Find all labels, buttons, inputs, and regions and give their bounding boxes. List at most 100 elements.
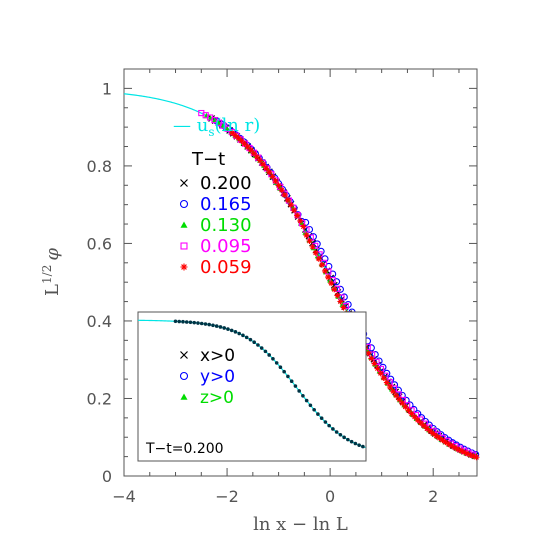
- data-point: [297, 217, 304, 224]
- inset-data-point: [293, 384, 298, 388]
- y-axis-label-exp: 1/2: [40, 265, 54, 284]
- legend-marker: [180, 179, 188, 187]
- data-point: [306, 238, 313, 245]
- inset-data-point: [349, 439, 354, 444]
- y-axis-label: L1/2 φ: [40, 248, 63, 296]
- inset-data-point: [214, 324, 219, 328]
- data-point: [367, 344, 375, 352]
- data-point: [325, 274, 332, 281]
- inset-data-point: [289, 379, 294, 383]
- data-point: [414, 417, 421, 424]
- inset-data-point: [338, 432, 343, 437]
- inset-legend-label: y>0: [200, 367, 235, 387]
- legend-label: 0.200: [200, 173, 252, 194]
- data-point: [399, 400, 406, 407]
- legend-label: 0.130: [200, 215, 252, 236]
- data-point: [287, 201, 294, 208]
- data-point: [257, 157, 264, 164]
- data-point: [300, 223, 307, 230]
- legend-label: 0.059: [200, 257, 252, 278]
- data-point: [408, 410, 415, 417]
- inset-data-point: [252, 340, 256, 345]
- inset-data-point: [286, 374, 290, 379]
- y-tick-label: 0.2: [87, 389, 112, 408]
- inset-data-point: [241, 333, 245, 338]
- inset-data-point: [357, 443, 361, 447]
- x-tick-label: 2: [428, 487, 438, 506]
- data-point: [235, 135, 242, 142]
- y-axis-label-base: L: [42, 284, 63, 296]
- legend-marker: [179, 199, 189, 209]
- data-point: [394, 386, 402, 394]
- inset-data-point: [173, 319, 178, 324]
- inset-data-point: [259, 346, 264, 350]
- data-point: [318, 261, 325, 268]
- data-point: [458, 447, 465, 454]
- inset-data-point: [334, 430, 339, 434]
- inset-data-point: [267, 353, 271, 357]
- legend-marker: [180, 242, 188, 250]
- legend-label: 0.165: [200, 194, 252, 215]
- data-point: [220, 122, 227, 129]
- data-point: [309, 243, 316, 250]
- data-point: [284, 196, 291, 203]
- data-point: [445, 441, 452, 448]
- curve-label-suffix: (ln r): [215, 115, 261, 136]
- inset-data-point: [229, 328, 234, 333]
- inset-data-point: [263, 349, 268, 354]
- data-point: [383, 379, 390, 386]
- data-point: [294, 212, 301, 219]
- inset-data-point: [323, 420, 328, 424]
- data-point: [448, 442, 455, 449]
- data-point: [244, 143, 251, 150]
- y-tick-label: 1: [102, 79, 112, 98]
- inset-legend-marker: [179, 371, 189, 381]
- data-point: [241, 140, 248, 147]
- y-axis-label-var: φ: [42, 248, 63, 261]
- data-point: [312, 249, 319, 256]
- data-point: [334, 292, 341, 299]
- main-plot: [123, 68, 480, 477]
- series-0.059: [229, 129, 480, 461]
- inset-data-point: [237, 331, 241, 336]
- data-point: [229, 129, 236, 136]
- inset-data-point: [304, 398, 309, 403]
- data-point: [260, 161, 267, 168]
- data-point: [461, 449, 468, 456]
- data-point: [393, 392, 400, 399]
- inset-legend-marker: [180, 393, 188, 400]
- data-point: [374, 365, 381, 372]
- data-point: [427, 428, 434, 435]
- inset-plot: x>0y>0z>0 T−t=0.200: [137, 311, 367, 462]
- legend-entry-0.095: 0.095: [180, 236, 252, 257]
- inset-data-point: [188, 320, 193, 325]
- inset-legend-marker: [180, 351, 188, 359]
- inset-data-point: [301, 394, 305, 398]
- legend-entry-0.200: 0.200: [180, 173, 252, 194]
- data-point: [439, 437, 446, 444]
- inset-data-point: [308, 403, 313, 408]
- inset-data-point: [331, 427, 335, 431]
- inset-legend-entry-z>0: z>0: [180, 388, 234, 408]
- data-point: [340, 304, 347, 311]
- x-tick-label: −2: [215, 487, 239, 506]
- data-point: [269, 173, 276, 180]
- data-point: [417, 419, 424, 426]
- data-point: [396, 396, 403, 403]
- legend-entry-0.059: 0.059: [180, 257, 252, 278]
- data-point: [303, 226, 310, 233]
- data-point: [390, 388, 397, 395]
- data-point: [402, 396, 410, 404]
- inset-data-point: [177, 319, 182, 324]
- data-point: [315, 255, 322, 262]
- data-point: [250, 150, 257, 157]
- inset-label: T−t=0.200: [145, 441, 224, 457]
- inset-data-point: [218, 325, 223, 329]
- inset-data-point: [316, 412, 320, 416]
- inset-data-point: [282, 369, 286, 374]
- inset-data-point: [184, 320, 189, 324]
- legend-entry-0.165: 0.165: [179, 194, 252, 215]
- inset-frame: [137, 311, 367, 462]
- data-point: [303, 232, 310, 239]
